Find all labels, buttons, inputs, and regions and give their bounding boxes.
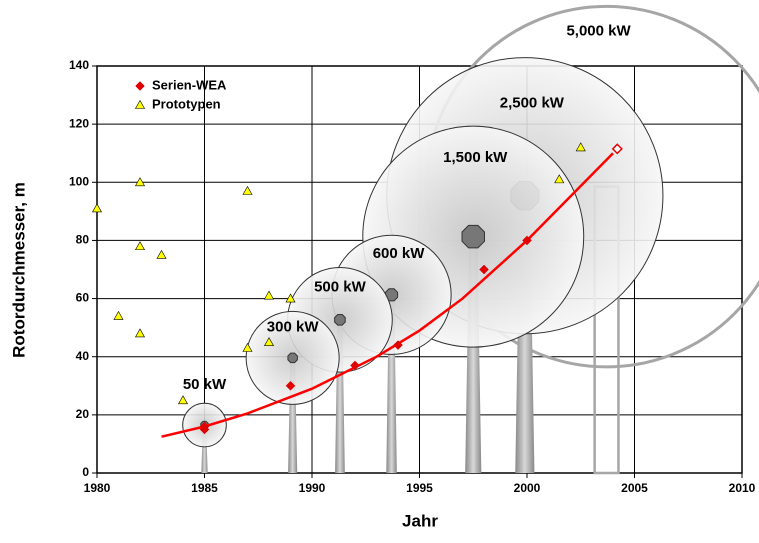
turbine-label: 5,000 kW (566, 22, 631, 39)
x-tick-label: 2005 (621, 481, 648, 495)
marker (263, 337, 275, 346)
turbine-label: 500 kW (314, 278, 367, 295)
marker (199, 421, 210, 432)
y-tick-label: 100 (69, 174, 89, 188)
legend-label: Prototypen (152, 96, 221, 111)
y-tick-label: 60 (76, 291, 90, 305)
nacelle (287, 352, 298, 364)
marker (554, 174, 565, 184)
marker (611, 143, 623, 155)
x-tick-label: 2010 (729, 481, 756, 495)
x-tick-label: 2000 (514, 481, 541, 495)
marker (285, 293, 296, 303)
y-tick-label: 0 (82, 465, 89, 479)
marker (134, 177, 146, 187)
marker (113, 310, 124, 320)
turbine-label: 300 kW (267, 318, 320, 335)
y-tick-label: 80 (76, 233, 90, 247)
marker (522, 235, 532, 246)
marker (134, 328, 146, 338)
marker (242, 185, 253, 195)
legend-marker (134, 99, 146, 109)
turbine-label: 1,500 kW (443, 149, 508, 166)
marker (393, 340, 403, 350)
plot-frame (96, 65, 743, 474)
marker (479, 264, 489, 275)
marker (156, 249, 167, 259)
nacelle (461, 224, 485, 249)
marker (134, 241, 146, 251)
y-axis-title: Rotordurchmesser, m (9, 182, 28, 358)
legend-marker (135, 81, 145, 91)
marker (350, 360, 360, 371)
marker (242, 342, 253, 352)
y-tick-label: 120 (69, 116, 89, 130)
marker (263, 290, 275, 300)
y-tick-label: 40 (76, 349, 90, 363)
y-tick-label: 20 (76, 407, 90, 421)
turbine-label: 600 kW (373, 245, 426, 262)
marker (285, 380, 296, 391)
legend-label: Serien-WEA (152, 77, 227, 92)
nacelle (334, 313, 346, 326)
x-tick-label: 1995 (406, 481, 433, 495)
x-axis-title: Jahr (402, 511, 438, 530)
nacelle (384, 288, 399, 302)
y-tick-label: 140 (69, 58, 89, 72)
marker (177, 395, 189, 405)
turbine-label: 2,500 kW (500, 95, 565, 112)
x-tick-label: 1990 (299, 481, 326, 495)
marker (575, 142, 586, 152)
x-tick-label: 1980 (84, 481, 111, 495)
x-tick-label: 1985 (191, 481, 218, 495)
marker (91, 203, 103, 213)
turbine-label: 50 kW (183, 376, 227, 393)
